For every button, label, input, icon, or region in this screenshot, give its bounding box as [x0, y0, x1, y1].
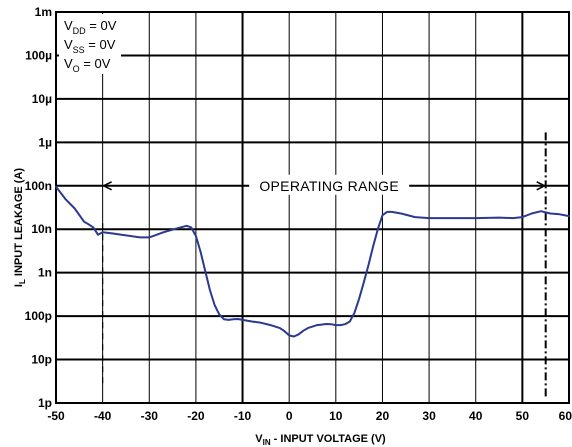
range-arrow-left-head	[101, 181, 112, 191]
plot-frame	[55, 11, 570, 404]
y-tick-label: 10n	[31, 222, 52, 236]
y-tick-label: 100n	[25, 179, 52, 193]
x-tick-label: 10	[329, 409, 343, 423]
x-tick-label: 50	[516, 409, 530, 423]
x-tick-label: 0	[286, 409, 293, 423]
conditions-backing	[59, 14, 121, 74]
x-tick-label: 40	[469, 409, 483, 423]
x-tick-label: 20	[376, 409, 390, 423]
x-tick-label: -20	[187, 409, 205, 423]
x-tick-label: 30	[422, 409, 436, 423]
y-axis-title: IL INPUT LEAKAGE (A)	[13, 168, 27, 288]
y-tick-label: 1µ	[38, 135, 52, 149]
series-layer	[55, 185, 570, 338]
grid-lines	[56, 12, 569, 403]
y-tick-label: 100p	[25, 309, 52, 323]
x-tick-label: -30	[141, 409, 159, 423]
range-label: OPERATING RANGE	[259, 178, 399, 194]
condition-text: VSS = 0V	[64, 37, 116, 55]
operating-range-annotation: OPERATING RANGE	[101, 174, 547, 195]
y-tick-label: 1p	[38, 396, 52, 410]
y-tick-label: 10µ	[32, 92, 52, 106]
y-tick-label: 100µ	[25, 48, 52, 62]
operating-range-guides	[102, 132, 547, 398]
condition-text: VO = 0V	[64, 56, 111, 74]
x-tick-label: -10	[234, 409, 252, 423]
x-tick-label: -40	[94, 409, 112, 423]
x-tick-label: 60	[559, 409, 572, 423]
x-tick-label: -50	[47, 409, 65, 423]
x-tick-labels: -50 -40 -30 -20 -10 0 10 20 30 40 50 60	[47, 409, 572, 423]
range-arrow-right-head	[536, 181, 547, 191]
y-tick-label: 10p	[31, 353, 52, 367]
condition-text: VDD = 0V	[64, 18, 117, 36]
x-axis-title: VIN - INPUT VOLTAGE (V)	[255, 433, 386, 447]
y-tick-label: 1n	[38, 266, 52, 280]
y-tick-label: 1m	[35, 5, 52, 19]
y-tick-labels: 1m 100µ 10µ 1µ 100n 10n 1n 100p 10p 1p	[25, 5, 52, 410]
leakage-curve	[55, 185, 570, 338]
range-label-backing	[249, 174, 410, 195]
